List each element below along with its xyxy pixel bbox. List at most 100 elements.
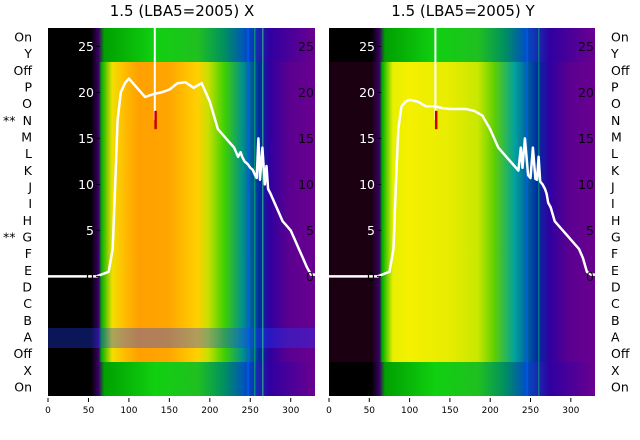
row-label-right: I xyxy=(611,196,615,211)
row-label-left: O xyxy=(22,96,32,111)
y-tick-label: 20 xyxy=(359,85,375,100)
row-label-right: Off xyxy=(611,346,630,361)
row-label-right: L xyxy=(611,146,618,161)
row-label-right: O xyxy=(611,96,621,111)
y-tick-label: 15 xyxy=(359,131,375,146)
chart-title-x: 1.5 (LBA5=2005) X xyxy=(110,2,255,20)
y-tick-label-right: 0 xyxy=(586,269,594,284)
row-label-right: K xyxy=(611,163,620,178)
row-label-right: Y xyxy=(610,46,619,61)
row-label-left: Off xyxy=(14,63,33,78)
trace-layer-x xyxy=(48,28,315,278)
row-label-left: A xyxy=(23,330,32,345)
y-tick-label-right: 25 xyxy=(578,39,594,54)
y-tick-label-right: 15 xyxy=(298,131,314,146)
y-tick-label-right: 5 xyxy=(306,223,314,238)
y-tick-label-right: 0 xyxy=(306,269,314,284)
row-label-right: On xyxy=(611,30,629,45)
y-tick-label: 10 xyxy=(78,177,94,192)
y-tick-label-right: 10 xyxy=(578,177,594,192)
x-tick-label: 300 xyxy=(282,406,299,416)
row-label-right: D xyxy=(611,280,621,295)
y-ticks-x: 0 0 5 5 10 10 15 15 20 20 25 25 xyxy=(78,39,314,284)
row-label-left: C xyxy=(23,296,32,311)
row-label-left: On xyxy=(14,30,32,45)
row-label-right: On xyxy=(611,380,629,395)
row-flag-marker: ** xyxy=(3,230,16,245)
row-label-right: E xyxy=(611,263,619,278)
y-tick-label-right: 10 xyxy=(298,177,314,192)
x-tick-label: 0 xyxy=(326,406,332,416)
heatmap-y xyxy=(329,28,595,396)
x-tick-label: 100 xyxy=(401,406,418,416)
x-tick-label: 100 xyxy=(120,406,137,416)
row-label-right: H xyxy=(611,213,620,228)
row-label-left: B xyxy=(23,313,32,328)
row-label-right: N xyxy=(611,113,620,128)
row-label-left: D xyxy=(22,280,32,295)
row-label-left: Y xyxy=(23,46,32,61)
row-label-left: M xyxy=(21,130,32,145)
y-tick-label-right: 5 xyxy=(586,223,594,238)
row-label-left: K xyxy=(24,163,33,178)
x-tick-label: 150 xyxy=(441,406,458,416)
y-tick-label: 20 xyxy=(78,85,94,100)
row-label-left: J xyxy=(27,180,32,195)
trace-layer-y xyxy=(329,28,595,278)
row-label-right: Off xyxy=(611,63,630,78)
x-ticks-x: 0 50 100 150 200 250 300 xyxy=(45,398,300,416)
x-tick-label: 250 xyxy=(522,406,539,416)
row-label-left: On xyxy=(14,380,32,395)
panel-x: 1.5 (LBA5=2005) X 0 0 5 5 10 10 15 15 20 20 25 25 0… xyxy=(45,2,315,416)
y-tick-label: 0 xyxy=(86,269,94,284)
panel-y: 1.5 (LBA5=2005) Y 0 0 5 5 10 10 15 15 20 20 25 25 0… xyxy=(326,2,595,416)
row-label-left: Off xyxy=(14,346,33,361)
row-label-left: X xyxy=(23,363,32,378)
row-label-right: J xyxy=(610,180,615,195)
chart-title-y: 1.5 (LBA5=2005) Y xyxy=(391,2,535,20)
row-markers-left: ** ** xyxy=(3,113,16,245)
x-tick-label: 250 xyxy=(242,406,259,416)
y-ticks-y: 0 0 5 5 10 10 15 15 20 20 25 25 xyxy=(359,39,594,284)
x-tick-label: 50 xyxy=(83,406,95,416)
row-label-left: N xyxy=(23,113,32,128)
row-label-left: H xyxy=(23,213,32,228)
x-tick-label: 200 xyxy=(201,406,218,416)
row-label-right: B xyxy=(611,313,620,328)
x-tick-label: 0 xyxy=(45,406,51,416)
y-tick-label: 5 xyxy=(86,223,94,238)
y-tick-label-right: 15 xyxy=(578,131,594,146)
y-tick-label: 15 xyxy=(78,131,94,146)
row-label-right: P xyxy=(611,80,619,95)
x-tick-label: 50 xyxy=(364,406,376,416)
y-tick-label: 0 xyxy=(367,269,375,284)
row-label-right: G xyxy=(611,230,621,245)
y-tick-label: 25 xyxy=(78,39,94,54)
row-label-left: L xyxy=(25,146,32,161)
x-ticks-y: 0 50 100 150 200 250 300 xyxy=(326,398,580,416)
x-tick-label: 300 xyxy=(562,406,579,416)
heatmap-x xyxy=(48,28,315,396)
x-tick-label: 150 xyxy=(161,406,178,416)
y-tick-label-right: 20 xyxy=(298,85,314,100)
row-label-right: C xyxy=(611,296,620,311)
row-label-right: F xyxy=(611,246,618,261)
y-tick-label: 25 xyxy=(359,39,375,54)
row-flag-marker: ** xyxy=(3,113,16,128)
row-label-right: X xyxy=(611,363,620,378)
series-line xyxy=(48,77,315,278)
row-label-left: E xyxy=(24,263,32,278)
row-label-right: M xyxy=(611,130,622,145)
y-tick-label: 5 xyxy=(367,223,375,238)
y-tick-label: 10 xyxy=(359,177,375,192)
series-line xyxy=(329,98,595,278)
row-label-left: I xyxy=(28,196,32,211)
x-tick-label: 200 xyxy=(482,406,499,416)
row-label-left: P xyxy=(24,80,32,95)
row-label-right: A xyxy=(611,330,620,345)
row-label-left: G xyxy=(22,230,32,245)
y-tick-label-right: 20 xyxy=(578,85,594,100)
